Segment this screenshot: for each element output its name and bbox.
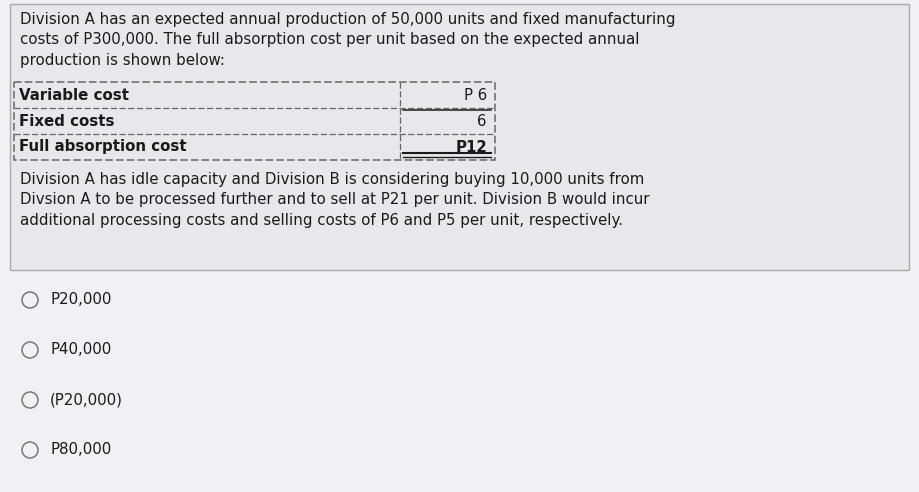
Text: 6: 6 <box>478 114 487 128</box>
Text: P12: P12 <box>455 140 487 154</box>
Text: Division A has idle capacity and Division B is considering buying 10,000 units f: Division A has idle capacity and Divisio… <box>20 172 650 228</box>
Text: P20,000: P20,000 <box>50 293 111 308</box>
Text: Division A has an expected annual production of 50,000 units and fixed manufactu: Division A has an expected annual produc… <box>20 12 675 68</box>
Text: Variable cost: Variable cost <box>19 88 129 102</box>
Bar <box>14 82 495 160</box>
Text: (P20,000): (P20,000) <box>50 393 123 407</box>
Text: P80,000: P80,000 <box>50 442 111 458</box>
Text: Fixed costs: Fixed costs <box>19 114 115 128</box>
Text: P40,000: P40,000 <box>50 342 111 358</box>
Bar <box>10 4 909 270</box>
Text: Full absorption cost: Full absorption cost <box>19 140 187 154</box>
Text: P 6: P 6 <box>464 88 487 102</box>
